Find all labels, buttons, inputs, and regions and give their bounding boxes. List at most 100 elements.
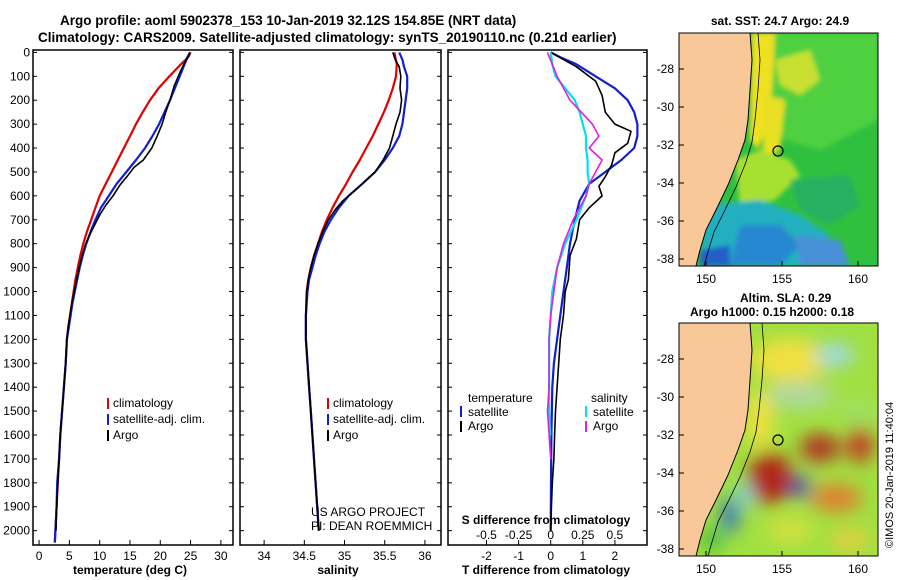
depth-tick-label: 1800 — [3, 476, 30, 490]
depth-tick-label: 1300 — [3, 356, 30, 370]
salinity-panel: 34 34.5 35 35.5 36 salinity climatology sate… — [239, 49, 442, 577]
sst-land — [679, 33, 752, 266]
lon-tick-label: 150 — [696, 272, 716, 286]
legend-label-climatology: climatology — [113, 396, 173, 410]
depth-tick-label: 1500 — [3, 404, 30, 418]
series-line-temperature-argo — [549, 51, 632, 531]
legend-label-climatology: climatology — [333, 396, 393, 410]
x-tick-label: -1 — [513, 549, 524, 563]
lat-tick-label: -36 — [657, 504, 675, 518]
sla-map: Altim. SLA: 0.29 Argo h1000: 0.15 h2000:… — [657, 291, 879, 576]
series-line-argo — [55, 52, 191, 531]
sst-lat-ticks: -28 -30 -32 -34 -36 -38 — [657, 62, 684, 266]
salinity-x-label: salinity — [317, 563, 359, 577]
sla-map-frame — [678, 322, 879, 557]
lat-tick-label: -38 — [657, 252, 675, 266]
sst-map: sat. SST: 24.7 Argo: 24.9 -28 -30 -32 -34 -3… — [657, 14, 879, 286]
s-diff-tick-label: 0 — [547, 528, 554, 542]
salinity-plot-frame — [239, 49, 442, 546]
temperature-x-label: temperature (deg C) — [73, 563, 187, 577]
s-diff-tick-label: -0.5 — [476, 528, 497, 542]
depth-tick-label: 500 — [10, 165, 30, 179]
lat-tick-label: -32 — [657, 428, 675, 442]
project-credit: US ARGO PROJECT — [311, 505, 426, 519]
series-line-temperature-satellite — [549, 51, 639, 531]
lat-tick-label: -28 — [657, 62, 675, 76]
sst-shelf-contour — [703, 33, 761, 266]
lat-tick-label: -34 — [657, 466, 675, 480]
figure-title-line1: Argo profile: aoml 5902378_153 10-Jan-20… — [60, 13, 516, 28]
depth-tick-label: 1600 — [3, 428, 30, 442]
legend-title-salinity: salinity — [591, 391, 628, 405]
temperature-series — [33, 51, 233, 543]
x-tick-label: 34.5 — [293, 549, 317, 563]
sla-shelf-contour — [707, 323, 765, 556]
difference-plot-frame — [447, 49, 648, 546]
sla-map-title-line2: Argo h1000: 0.15 h2000: 0.18 — [690, 305, 854, 319]
lon-tick-label: 160 — [848, 562, 868, 576]
lon-tick-label: 150 — [696, 562, 716, 576]
x-tick-label: 20 — [154, 549, 168, 563]
sst-argo-position — [772, 145, 784, 157]
s-diff-tick-label: 0.5 — [607, 528, 624, 542]
legend-label-t-argo: Argo — [468, 419, 494, 433]
figure-title-line2: Climatology: CARS2009. Satellite-adjuste… — [38, 30, 616, 45]
depth-tick-label: 1200 — [3, 332, 30, 346]
x-tick-label: 2 — [612, 549, 619, 563]
salinity-series — [240, 51, 441, 532]
depth-tick-label: 100 — [10, 69, 30, 83]
x-tick-label: 30 — [214, 549, 228, 563]
legend-title-temperature: temperature — [468, 391, 533, 405]
legend-label-s-satellite: satellite — [593, 405, 634, 419]
x-tick-label: 0 — [36, 549, 43, 563]
legend-label-satellite: satellite-adj. clim. — [333, 412, 425, 426]
series-line-climatology — [304, 52, 398, 531]
s-diff-tick-label: -0.25 — [505, 528, 533, 542]
depth-tick-label: 600 — [10, 189, 30, 203]
s-diff-tick-label: 0.25 — [571, 528, 595, 542]
legend-label-argo: Argo — [333, 428, 359, 442]
x-tick-label: 5 — [66, 549, 73, 563]
sla-argo-position — [772, 434, 784, 446]
salinity-legend: climatology satellite-adj. clim. Argo — [327, 396, 425, 442]
sla-land — [679, 323, 752, 556]
depth-tick-label: 1900 — [3, 500, 30, 514]
x-tick-label: 25 — [184, 549, 198, 563]
pi-credit: PI: DEAN ROEMMICH — [311, 519, 432, 533]
depth-tick-label: 300 — [10, 117, 30, 131]
legend-label-t-satellite: satellite — [468, 405, 509, 419]
series-line-satellite-adj-clim- — [304, 51, 409, 531]
x-tick-label: 0 — [547, 549, 554, 563]
x-tick-label: 1 — [579, 549, 586, 563]
sst-map-title: sat. SST: 24.7 Argo: 24.9 — [711, 14, 850, 28]
depth-tick-label: 1000 — [3, 285, 30, 299]
lon-tick-label: 155 — [772, 272, 792, 286]
series-line-satellite-adj-clim- — [53, 51, 191, 543]
sst-lon-ticks: 150 155 160 — [696, 261, 868, 286]
sla-lon-ticks: 150 155 160 — [696, 551, 868, 576]
temperature-legend: climatology satellite-adj. clim. Argo — [107, 396, 205, 442]
legend-label-s-argo: Argo — [593, 419, 619, 433]
depth-tick-label: 1700 — [3, 452, 30, 466]
series-line-climatology — [53, 51, 192, 543]
depth-tick-label: 1400 — [3, 380, 30, 394]
difference-series — [448, 51, 647, 532]
sla-map-title-line1: Altim. SLA: 0.29 — [740, 291, 832, 305]
salinity-x-ticks: 34 34.5 35 35.5 36 — [257, 540, 432, 563]
depth-tick-label: 0 — [23, 45, 30, 59]
lat-tick-label: -30 — [657, 100, 675, 114]
x-tick-label: 34 — [257, 549, 271, 563]
series-line-argo — [305, 52, 403, 531]
sla-coastline — [695, 323, 753, 556]
sla-lat-ticks: -28 -30 -32 -34 -36 -38 — [657, 352, 684, 556]
x-tick-label: 15 — [123, 549, 137, 563]
sst-coastline — [695, 33, 753, 266]
series-line-salinity-argo — [546, 52, 603, 459]
depth-tick-label: 700 — [10, 213, 30, 227]
lat-tick-label: -34 — [657, 176, 675, 190]
temperature-panel: 0 5 10 15 20 25 30 temperature (deg C) climato… — [32, 49, 234, 577]
lat-tick-label: -38 — [657, 542, 675, 556]
difference-top-x-ticks: -0.5 -0.25 0 0.25 0.5 — [476, 528, 623, 542]
lat-tick-label: -28 — [657, 352, 675, 366]
